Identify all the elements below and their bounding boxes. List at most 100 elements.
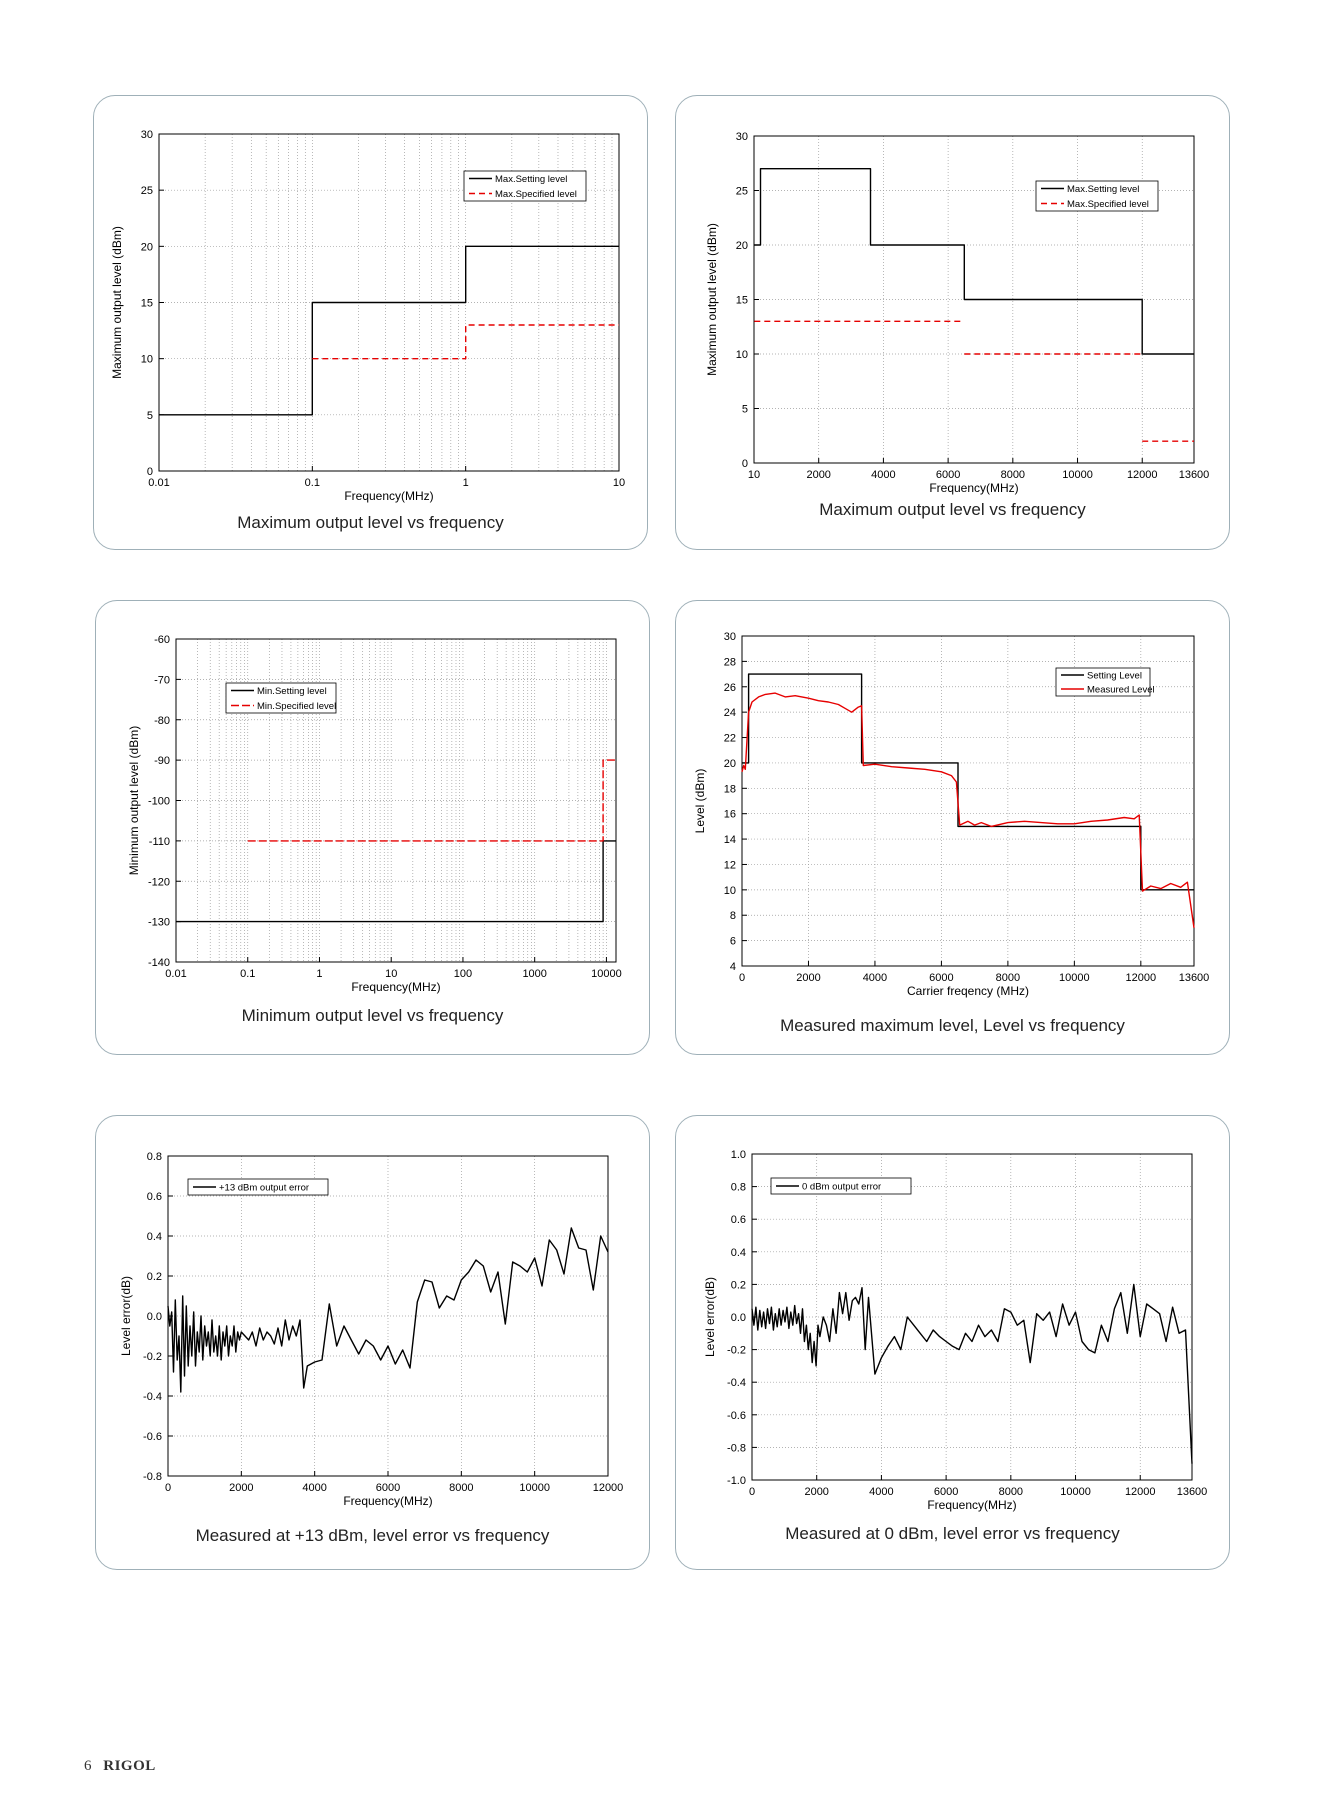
chart-measured-max-level: 0 2000 4000 6000 8000 10000 12000 13600 4 6 8 10 12 1…: [693, 631, 1210, 998]
x-tick-label: 0: [749, 1486, 755, 1498]
series-line: [167, 1227, 609, 1393]
x-tick-label: 2000: [796, 972, 820, 984]
x-tick-label: 1000: [522, 968, 546, 980]
series-line: [754, 168, 1194, 355]
x-tick-label: 4000: [871, 469, 895, 481]
y-tick-label: -0.8: [143, 1471, 162, 1483]
x-tick-label: 12000: [1125, 1486, 1156, 1498]
x-tick-label: 1: [463, 477, 469, 489]
x-tick-label: 4000: [869, 1486, 893, 1498]
y-tick-label: -110: [149, 836, 170, 848]
y-tick-label: 10: [724, 885, 736, 897]
x-tick-label: 13600: [1179, 469, 1210, 481]
x-tick-label: 0.1: [305, 477, 320, 489]
legend-label: +13 dBm output error: [219, 1183, 309, 1194]
x-axis-label: Carrier freqency (MHz): [907, 984, 1029, 998]
y-tick-label: 12: [724, 859, 736, 871]
x-tick-label: 8000: [1001, 469, 1025, 481]
x-tick-label: 8000: [449, 1482, 473, 1494]
x-tick-label: 13600: [1177, 1486, 1208, 1498]
y-tick-label: -1.0: [727, 1475, 746, 1487]
page-number: 6: [84, 1758, 92, 1774]
plot-frame: [741, 635, 1195, 967]
chart-caption: Maximum output level vs frequency: [819, 500, 1086, 519]
chart-caption: Minimum output level vs frequency: [241, 1006, 504, 1025]
y-tick-label: -140: [148, 957, 170, 969]
chart-card-3: 0.01 0.1 1 10 100 1000 10000 -140 -130 -120 -110 -1…: [95, 600, 650, 1055]
y-tick-label: 5: [147, 410, 153, 422]
x-tick-label: 0: [165, 1482, 171, 1494]
y-tick-label: -80: [154, 715, 170, 727]
y-tick-label: -0.2: [143, 1351, 162, 1363]
x-tick-label: 10: [748, 469, 760, 481]
y-tick-label: 0.2: [731, 1279, 746, 1291]
y-tick-label: 0.4: [731, 1247, 746, 1259]
chart-level-error-13dbm: 0 2000 4000 6000 8000 10000 12000 -0.8 -0.6 -0.4 -…: [119, 1151, 623, 1508]
y-tick-label: 15: [736, 295, 748, 307]
y-tick-label: 0.8: [731, 1182, 746, 1194]
chart-card-4: 0 2000 4000 6000 8000 10000 12000 13600 4 6 8 10 12 1…: [675, 600, 1230, 1055]
chart-caption: Maximum output level vs frequency: [237, 513, 504, 532]
y-tick-label: -60: [154, 634, 170, 646]
legend: Max.Setting level Max.Specified level: [463, 170, 587, 202]
x-axis-label: Frequency(MHz): [929, 481, 1018, 495]
y-tick-label: 0.4: [147, 1231, 162, 1243]
x-tick-label: 4000: [863, 972, 887, 984]
x-tick-label: 0.01: [148, 477, 169, 489]
y-tick-label: -120: [148, 876, 170, 888]
y-tick-label: 24: [724, 707, 736, 719]
chart-card-5: 0 2000 4000 6000 8000 10000 12000 -0.8 -0.6 -0.4 -…: [95, 1115, 650, 1570]
legend-box: [225, 682, 337, 714]
x-axis-label: Frequency(MHz): [351, 980, 440, 994]
x-tick-label: 100: [454, 968, 472, 980]
y-tick-label: 0.6: [731, 1214, 746, 1226]
x-axis-label: Frequency(MHz): [927, 1498, 1016, 1512]
y-tick-label: 10: [736, 349, 748, 361]
y-tick-label: 20: [736, 240, 748, 252]
y-tick-label: 0.8: [147, 1151, 162, 1163]
legend-label: Max.Setting level: [1067, 184, 1139, 195]
legend-box: [770, 1177, 912, 1195]
x-tick-label: 2000: [804, 1486, 828, 1498]
y-tick-label: -70: [154, 674, 170, 686]
y-tick-label: 0.6: [147, 1191, 162, 1203]
y-tick-label: -0.4: [727, 1377, 746, 1389]
chart-caption: Measured at +13 dBm, level error vs freq…: [195, 1526, 550, 1545]
y-axis-label: Maximum output level (dBm): [705, 223, 719, 376]
y-tick-label: 16: [724, 809, 736, 821]
y-axis-label: Minimum output level (dBm): [127, 726, 141, 875]
x-tick-label: 8000: [999, 1486, 1023, 1498]
legend-box: [463, 170, 587, 202]
y-axis-label: Level error(dB): [119, 1276, 133, 1356]
y-tick-label: 10: [141, 354, 153, 366]
legend-label: Setting Level: [1087, 671, 1142, 682]
page-footer: 6 RIGOL: [84, 1758, 156, 1775]
x-tick-label: 12000: [1127, 469, 1158, 481]
chart-caption: Measured maximum level, Level vs frequen…: [780, 1016, 1125, 1035]
series-line: [751, 1283, 1193, 1464]
x-tick-label: 10: [385, 968, 397, 980]
y-tick-label: 20: [724, 758, 736, 770]
y-tick-label: 30: [141, 129, 153, 141]
x-tick-label: 6000: [929, 972, 953, 984]
x-axis-label: Frequency(MHz): [343, 1494, 432, 1508]
x-tick-label: 13600: [1179, 972, 1210, 984]
y-tick-label: 25: [141, 185, 153, 197]
series-line: [312, 324, 619, 360]
legend-label: Measured Level: [1087, 685, 1155, 696]
x-tick-label: 4000: [302, 1482, 326, 1494]
grid: [751, 1153, 1193, 1481]
chart-level-error-0dbm: 0 2000 4000 6000 8000 10000 12000 13600 -1.0 -0.8…: [703, 1149, 1208, 1512]
x-tick-label: 8000: [996, 972, 1020, 984]
y-tick-label: 30: [724, 631, 736, 643]
y-tick-label: 0: [742, 458, 748, 470]
x-tick-label: 2000: [806, 469, 830, 481]
series-line: [742, 673, 1194, 891]
x-tick-label: 0: [739, 972, 745, 984]
legend-box: [1055, 667, 1151, 697]
legend-box: [1035, 180, 1159, 212]
y-tick-label: 14: [724, 834, 736, 846]
x-tick-label: 2000: [229, 1482, 253, 1494]
x-tick-label: 10000: [591, 968, 622, 980]
grid: [167, 1155, 609, 1477]
